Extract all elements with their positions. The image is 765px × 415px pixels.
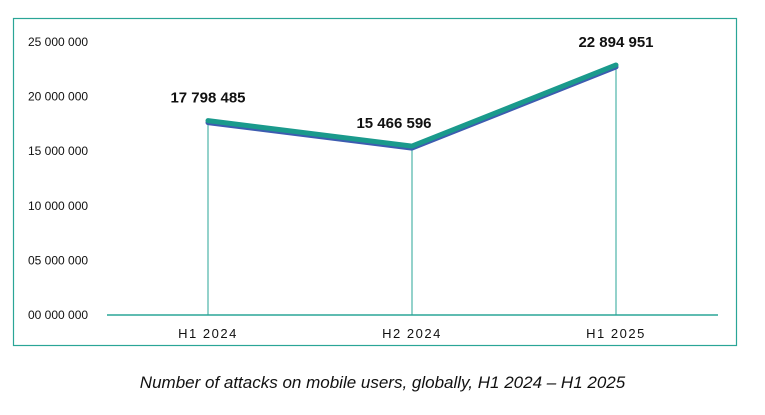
data-label: 22 894 951 bbox=[578, 34, 653, 51]
x-tick-label: H1 2025 bbox=[586, 326, 646, 341]
data-label: 15 466 596 bbox=[356, 115, 431, 132]
y-tick-label: 00 000 000 bbox=[28, 308, 88, 322]
y-tick-label: 25 000 000 bbox=[28, 35, 88, 49]
x-tick-label: H1 2024 bbox=[178, 326, 238, 341]
series-line bbox=[205, 62, 619, 149]
y-tick-label: 10 000 000 bbox=[28, 199, 88, 213]
y-tick-label: 20 000 000 bbox=[28, 90, 88, 104]
chart-frame bbox=[12, 17, 738, 347]
y-tick-label: 15 000 000 bbox=[28, 144, 88, 158]
line-chart: 00 000 000 05 000 000 10 000 000 15 000 000… bbox=[12, 17, 738, 347]
data-label: 17 798 485 bbox=[170, 90, 245, 107]
x-tick-label: H2 2024 bbox=[382, 326, 442, 341]
y-tick-label: 05 000 000 bbox=[28, 253, 88, 267]
series-line-shadow bbox=[205, 64, 619, 151]
chart-caption: Number of attacks on mobile users, globa… bbox=[139, 373, 626, 392]
